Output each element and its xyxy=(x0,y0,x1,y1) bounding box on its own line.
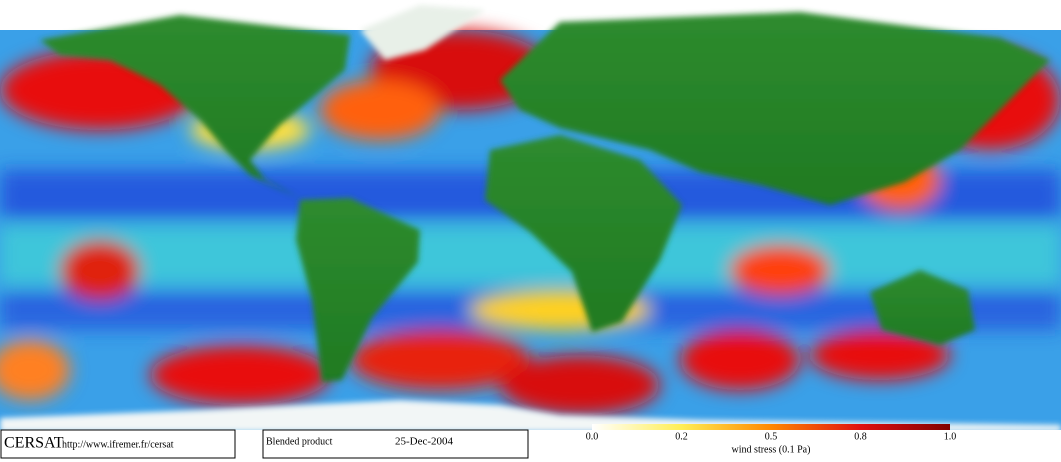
product-box xyxy=(262,429,529,459)
africa xyxy=(485,135,682,332)
south-america xyxy=(296,198,420,382)
colorbar-tick-label: 0.8 xyxy=(854,431,867,442)
colorbar-tick-label: 0.5 xyxy=(765,431,778,442)
australia xyxy=(870,270,975,345)
colorbar xyxy=(592,424,950,430)
colorbar-tick-label: 1.0 xyxy=(944,431,957,442)
field-blob xyxy=(810,330,950,380)
field-blob xyxy=(150,345,330,405)
field-blob xyxy=(730,245,830,295)
colorbar-tick-label: 0.0 xyxy=(586,431,599,442)
field-blob xyxy=(680,330,800,390)
field-blob xyxy=(0,340,70,400)
logo: CERSAT xyxy=(4,435,64,452)
source-box xyxy=(0,429,236,459)
north-america xyxy=(40,15,350,198)
product: Blended product xyxy=(266,436,333,447)
colorbar-label: wind stress (0.1 Pa) xyxy=(732,444,811,455)
colorbar-tick-label: 0.2 xyxy=(675,431,688,442)
field-blob xyxy=(350,330,530,390)
eurasia xyxy=(500,12,1050,205)
field-blob xyxy=(60,240,140,300)
greenland xyxy=(360,5,485,60)
url: http://www.ifremer.fr/cersat xyxy=(62,439,174,450)
continents xyxy=(0,5,1061,432)
colorbar-ticks: 0.0 0.2 0.5 0.8 1.0 xyxy=(586,431,957,442)
field-blob xyxy=(500,355,660,415)
date: 25-Dec-2004 xyxy=(395,436,454,448)
field-band xyxy=(0,225,1061,285)
field-blob xyxy=(320,80,440,140)
